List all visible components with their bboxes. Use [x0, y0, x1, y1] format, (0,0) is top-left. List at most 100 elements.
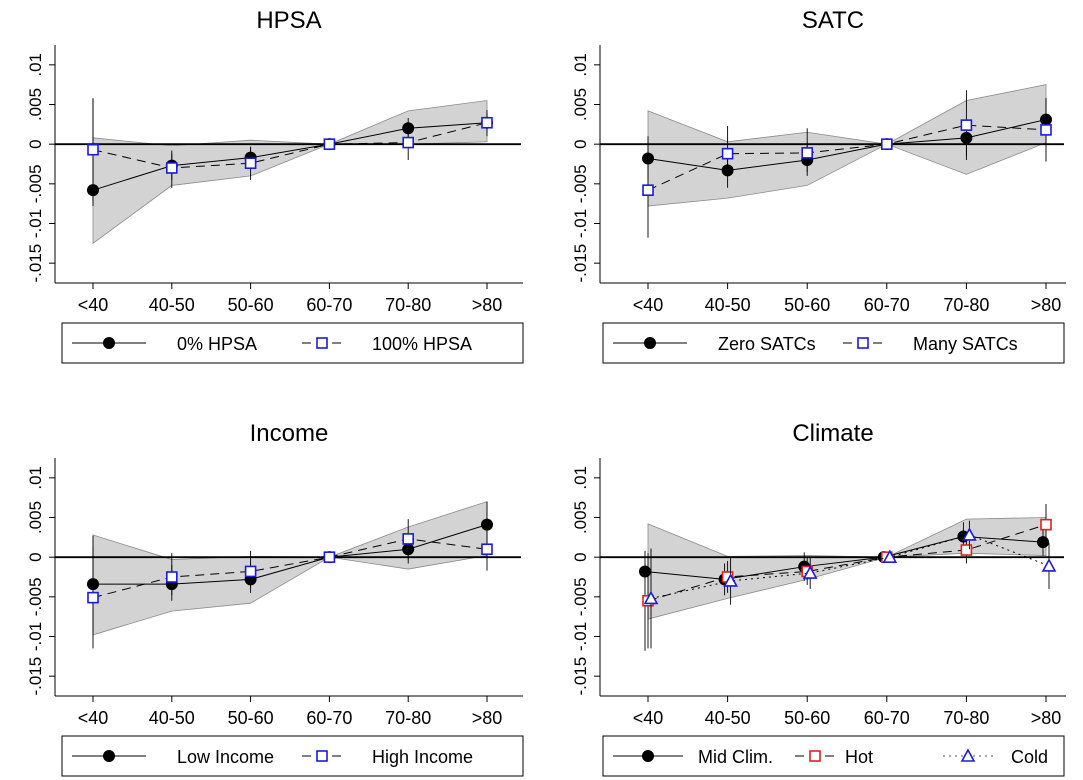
data-point: [244, 565, 257, 578]
data-point: [166, 162, 178, 174]
x-tick-label: 50-60: [784, 708, 830, 728]
data-point: [244, 157, 257, 170]
y-tick-label: -.005: [26, 164, 45, 203]
y-tick-label: -.01: [26, 209, 45, 238]
y-tick-label: .005: [571, 501, 590, 534]
series-high-income: [87, 519, 493, 649]
legend-label: Cold: [1011, 747, 1048, 767]
legend-label: Low Income: [177, 747, 274, 767]
y-tick-label: .005: [26, 88, 45, 121]
chart-panel-income: Income -.015 -.01 -.005 0 .005 .01 <40 40-50 50-…: [26, 420, 524, 777]
data-point: [323, 138, 336, 150]
legend-marker: [103, 337, 115, 349]
chart-title: Climate: [792, 420, 873, 447]
x-tick-label: 60-70: [864, 295, 910, 315]
x-tick-label: 70-80: [385, 708, 431, 728]
legend-label: Zero SATCs: [718, 334, 816, 354]
y-tick-label: -.005: [571, 577, 590, 616]
series-line: [93, 524, 488, 585]
series-many-satcs: [642, 90, 1052, 238]
chart-panel-climate: Climate -.015 -.01 -.005 0 .005 .01 <40 40-50 50…: [571, 420, 1066, 777]
x-tick-label: 40-50: [705, 295, 751, 315]
x-tick-label: 50-60: [228, 708, 274, 728]
legend-marker: [960, 748, 976, 762]
legend-marker: [103, 750, 115, 762]
data-point: [481, 543, 493, 556]
x-tick-label: <40: [633, 295, 664, 315]
legend-marker: [642, 750, 654, 762]
confidence-band: [647, 84, 1047, 207]
x-tick-label: 60-70: [864, 708, 910, 728]
legend: Low Income High Income: [61, 735, 524, 777]
legend-marker: [644, 337, 656, 349]
data-point: [721, 147, 734, 160]
legend: 0% HPSA 100% HPSA: [61, 322, 524, 364]
series-cold: [643, 520, 1057, 649]
series-line: [644, 536, 1044, 580]
x-tick-label: >80: [1031, 708, 1062, 728]
data-point: [1037, 536, 1049, 549]
y-tick-label: 0: [571, 552, 590, 561]
legend-label: Hot: [845, 747, 873, 767]
legend-label: 100% HPSA: [372, 334, 472, 354]
y-tick-label: .01: [571, 466, 590, 490]
data-point: [880, 138, 893, 150]
chart-title: SATC: [802, 7, 864, 34]
data-point: [87, 591, 99, 604]
x-tick-label: 40-50: [149, 295, 195, 315]
data-point: [723, 573, 738, 587]
x-tick-label: 40-50: [149, 708, 195, 728]
data-point: [643, 590, 659, 605]
series-line: [92, 122, 488, 169]
y-tick-label: .01: [26, 53, 45, 77]
y-tick-label: -.01: [26, 622, 45, 651]
x-tick-label: 60-70: [306, 295, 352, 315]
y-tick-label: 0: [26, 139, 45, 148]
series-100-hpsa: [87, 98, 493, 202]
x-tick-label: 50-60: [784, 295, 830, 315]
x-tick-label: 70-80: [943, 708, 989, 728]
data-point: [639, 565, 651, 578]
chart-panel-hpsa: HPSA -.015 -.01 -.005 0 .005 .01 <40 40-50 50-60…: [26, 7, 524, 364]
y-tick-label: -.015: [571, 657, 590, 696]
x-tick-label: 70-80: [943, 295, 989, 315]
y-tick-label: -.01: [571, 209, 590, 238]
x-tick-label: 60-70: [306, 708, 352, 728]
legend-marker: [316, 750, 328, 762]
data-point: [323, 551, 336, 563]
series-line: [92, 538, 488, 599]
y-tick-label: .01: [26, 466, 45, 490]
y-tick-label: 0: [571, 139, 590, 148]
legend: Zero SATCs Many SATCs: [602, 322, 1065, 364]
legend-marker: [857, 337, 869, 349]
series-line: [647, 524, 1047, 602]
legend-label: High Income: [372, 747, 473, 767]
legend: Mid Clim. Hot Cold: [602, 735, 1065, 777]
data-point: [802, 565, 818, 579]
data-point: [402, 533, 415, 545]
series-line: [650, 534, 1050, 599]
x-tick-label: 40-50: [705, 708, 751, 728]
x-tick-label: <40: [78, 295, 109, 315]
chart-panel-satc: SATC -.015 -.01 -.005 0 .005 .01 <40 40-50 50-60…: [571, 7, 1066, 364]
data-point: [642, 184, 654, 196]
data-point: [87, 143, 99, 156]
data-point: [481, 116, 493, 129]
chart-title: Income: [250, 420, 329, 447]
confidence-band: [647, 517, 1047, 620]
chart-title: HPSA: [256, 7, 321, 34]
data-point: [1040, 518, 1052, 531]
y-tick-label: -.005: [571, 164, 590, 203]
y-tick-label: .005: [571, 88, 590, 121]
x-tick-label: >80: [472, 295, 503, 315]
data-point: [1040, 124, 1052, 136]
series-line: [92, 122, 488, 191]
y-tick-label: -.01: [571, 622, 590, 651]
legend-marker: [316, 337, 328, 349]
legend-marker: [809, 750, 821, 762]
legend-label: Many SATCs: [913, 334, 1018, 354]
legend-label: Mid Clim.: [698, 747, 773, 767]
x-tick-label: >80: [472, 708, 503, 728]
data-point: [166, 571, 178, 583]
